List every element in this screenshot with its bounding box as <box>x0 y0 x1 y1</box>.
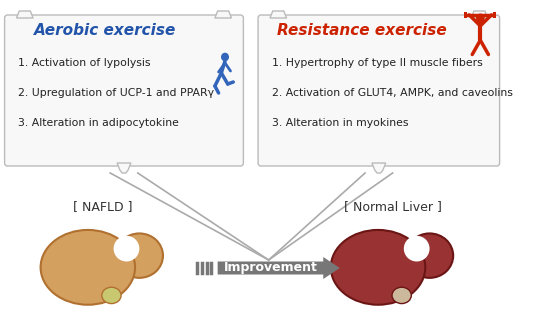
Polygon shape <box>217 257 340 279</box>
Bar <box>493 12 496 18</box>
Ellipse shape <box>406 233 453 278</box>
Ellipse shape <box>404 236 429 261</box>
Text: 3. Alteration in myokines: 3. Alteration in myokines <box>272 118 408 128</box>
Ellipse shape <box>114 236 139 261</box>
Ellipse shape <box>102 287 121 304</box>
Text: 2. Upregulation of UCP-1 and PPARγ: 2. Upregulation of UCP-1 and PPARγ <box>18 88 215 98</box>
Polygon shape <box>270 11 287 18</box>
Ellipse shape <box>331 230 425 305</box>
Text: 3. Alteration in adipocytokine: 3. Alteration in adipocytokine <box>18 118 179 128</box>
Ellipse shape <box>392 287 411 304</box>
Text: 1. Activation of lypolysis: 1. Activation of lypolysis <box>18 58 151 68</box>
Polygon shape <box>215 11 232 18</box>
Polygon shape <box>372 163 386 173</box>
Text: 1. Hypertrophy of type II muscle fibers: 1. Hypertrophy of type II muscle fibers <box>272 58 483 68</box>
Bar <box>464 12 467 18</box>
Text: Resistance exercise: Resistance exercise <box>277 23 447 37</box>
Circle shape <box>477 14 484 22</box>
Ellipse shape <box>116 233 163 278</box>
Text: Improvement: Improvement <box>223 261 317 274</box>
Text: Aerobic exercise: Aerobic exercise <box>35 23 177 37</box>
Polygon shape <box>117 163 131 173</box>
Text: [ Normal Liver ]: [ Normal Liver ] <box>344 200 442 213</box>
Ellipse shape <box>41 230 135 305</box>
Circle shape <box>222 53 228 61</box>
Polygon shape <box>471 11 488 18</box>
Text: [ NAFLD ]: [ NAFLD ] <box>73 200 133 213</box>
FancyBboxPatch shape <box>258 15 500 166</box>
Text: 2. Activation of GLUT4, AMPK, and caveolins: 2. Activation of GLUT4, AMPK, and caveol… <box>272 88 513 98</box>
Polygon shape <box>16 11 33 18</box>
FancyBboxPatch shape <box>4 15 243 166</box>
